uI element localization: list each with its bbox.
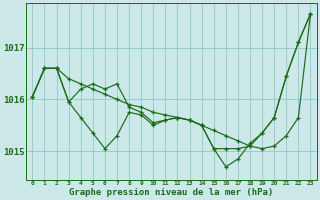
X-axis label: Graphe pression niveau de la mer (hPa): Graphe pression niveau de la mer (hPa)	[69, 188, 274, 197]
